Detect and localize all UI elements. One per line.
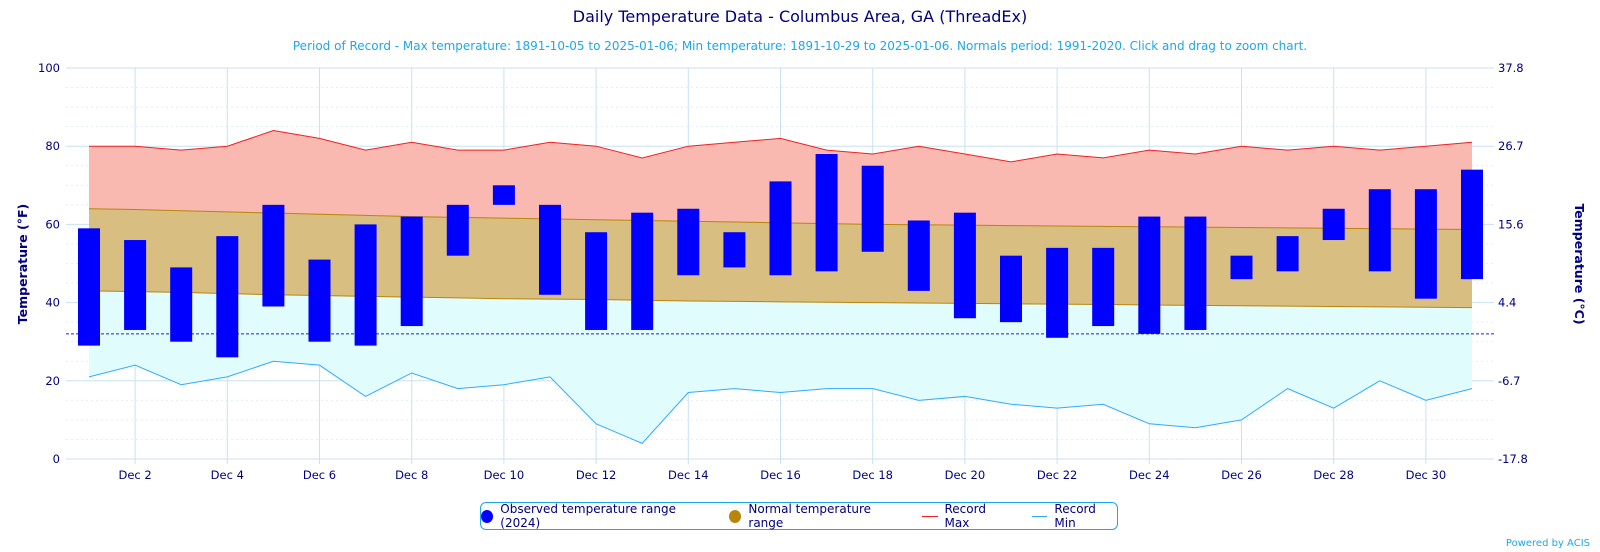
x-tick-label: Dec 4 bbox=[211, 468, 244, 482]
legend-label: Record Min bbox=[1054, 502, 1096, 530]
x-tick-label: Dec 20 bbox=[945, 468, 986, 482]
observed-bar bbox=[1276, 236, 1299, 272]
y2-axis-title: Temperature (°C) bbox=[1572, 203, 1587, 324]
record-max-band bbox=[89, 130, 1472, 230]
observed-bar bbox=[446, 204, 469, 256]
y2-tick-label: -6.7 bbox=[1498, 374, 1520, 388]
observed-bar bbox=[815, 154, 838, 272]
legend-item[interactable]: Observed temperature range (2024) bbox=[481, 502, 707, 530]
y-tick-label: 40 bbox=[45, 296, 60, 310]
observed-bar bbox=[769, 181, 792, 276]
observed-bar bbox=[1414, 189, 1437, 299]
axis-layer: 0 20 40 60 80 100 -17.8 -6.7 4.4 15.6 26.7 37.8 Dec … bbox=[38, 61, 1528, 482]
legend-item[interactable]: Record Min bbox=[1032, 502, 1117, 530]
observed-bar bbox=[631, 212, 654, 330]
observed-bar bbox=[1184, 216, 1207, 330]
legend-symbol bbox=[729, 509, 742, 523]
legend-symbol bbox=[922, 515, 938, 517]
legend-label: Normal temperature range bbox=[748, 502, 872, 530]
observed-bar bbox=[216, 236, 239, 358]
observed-bar bbox=[1461, 169, 1483, 280]
legend-symbol bbox=[481, 509, 494, 523]
observed-bar bbox=[1046, 247, 1069, 338]
y2-tick-label: 15.6 bbox=[1498, 217, 1524, 231]
legend-symbol bbox=[1032, 515, 1048, 517]
observed-bar bbox=[1230, 255, 1253, 280]
x-tick-label: Dec 10 bbox=[484, 468, 525, 482]
legend-label: Record Max bbox=[944, 502, 986, 530]
legend-label: Observed temperature range (2024) bbox=[500, 502, 676, 530]
y-tick-label: 100 bbox=[38, 61, 60, 75]
x-tick-label: Dec 30 bbox=[1406, 468, 1447, 482]
y-tick-label: 20 bbox=[45, 374, 60, 388]
observed-bar bbox=[78, 228, 100, 346]
x-tick-label: Dec 8 bbox=[395, 468, 428, 482]
legend: Observed temperature range (2024) Normal … bbox=[480, 502, 1118, 530]
observed-bars bbox=[78, 154, 1483, 358]
observed-bar bbox=[677, 208, 700, 276]
y-tick-label: 80 bbox=[45, 139, 60, 153]
observed-bar bbox=[400, 216, 423, 327]
observed-bar bbox=[1368, 189, 1391, 272]
observed-bar bbox=[907, 220, 930, 291]
y2-tick-label: 4.4 bbox=[1498, 296, 1516, 310]
x-tick-label: Dec 2 bbox=[118, 468, 151, 482]
x-tick-label: Dec 18 bbox=[852, 468, 893, 482]
y2-tick-label: -17.8 bbox=[1498, 452, 1528, 466]
observed-bar bbox=[953, 212, 976, 319]
observed-bar bbox=[354, 224, 377, 346]
x-tick-label: Dec 22 bbox=[1037, 468, 1078, 482]
record-min-line bbox=[88, 360, 1473, 444]
x-tick-label: Dec 12 bbox=[576, 468, 617, 482]
observed-bar bbox=[861, 165, 884, 252]
legend-item[interactable]: Normal temperature range bbox=[729, 502, 900, 530]
y2-tick-label: 26.7 bbox=[1498, 139, 1524, 153]
x-tick-label: Dec 6 bbox=[303, 468, 336, 482]
chart-subtitle: Period of Record - Max temperature: 1891… bbox=[292, 39, 1308, 53]
y-tick-label: 0 bbox=[53, 452, 60, 466]
credit-link[interactable]: Powered by ACIS bbox=[1505, 538, 1590, 549]
observed-bar bbox=[539, 204, 561, 295]
observed-bar bbox=[124, 240, 147, 330]
x-tick-label: Dec 24 bbox=[1129, 468, 1170, 482]
y2-tick-label: 37.8 bbox=[1498, 61, 1524, 75]
x-tick-label: Dec 26 bbox=[1221, 468, 1262, 482]
observed-bar bbox=[1322, 208, 1345, 241]
observed-bar bbox=[262, 204, 285, 307]
x-tick-label: Dec 14 bbox=[668, 468, 709, 482]
y-axis-title: Temperature (°F) bbox=[15, 204, 30, 324]
observed-bar bbox=[1092, 247, 1115, 327]
record-max-line bbox=[89, 130, 1473, 163]
y-tick-label: 60 bbox=[45, 217, 60, 231]
observed-bar bbox=[723, 232, 746, 268]
observed-bar bbox=[1138, 216, 1161, 334]
observed-bar bbox=[585, 232, 608, 330]
observed-bar bbox=[308, 259, 331, 342]
chart-title: Daily Temperature Data - Columbus Area, … bbox=[572, 7, 1028, 26]
x-tick-label: Dec 16 bbox=[760, 468, 801, 482]
x-tick-label: Dec 28 bbox=[1313, 468, 1354, 482]
observed-bar bbox=[1000, 255, 1022, 323]
observed-bar bbox=[492, 185, 515, 205]
area-layer bbox=[66, 130, 1494, 444]
temperature-chart[interactable]: 0 20 40 60 80 100 -17.8 -6.7 4.4 15.6 26.7 37.8 Dec … bbox=[0, 0, 1600, 500]
record-min-band bbox=[89, 290, 1472, 444]
observed-bar bbox=[170, 267, 193, 342]
legend-item[interactable]: Record Max bbox=[922, 502, 1010, 530]
